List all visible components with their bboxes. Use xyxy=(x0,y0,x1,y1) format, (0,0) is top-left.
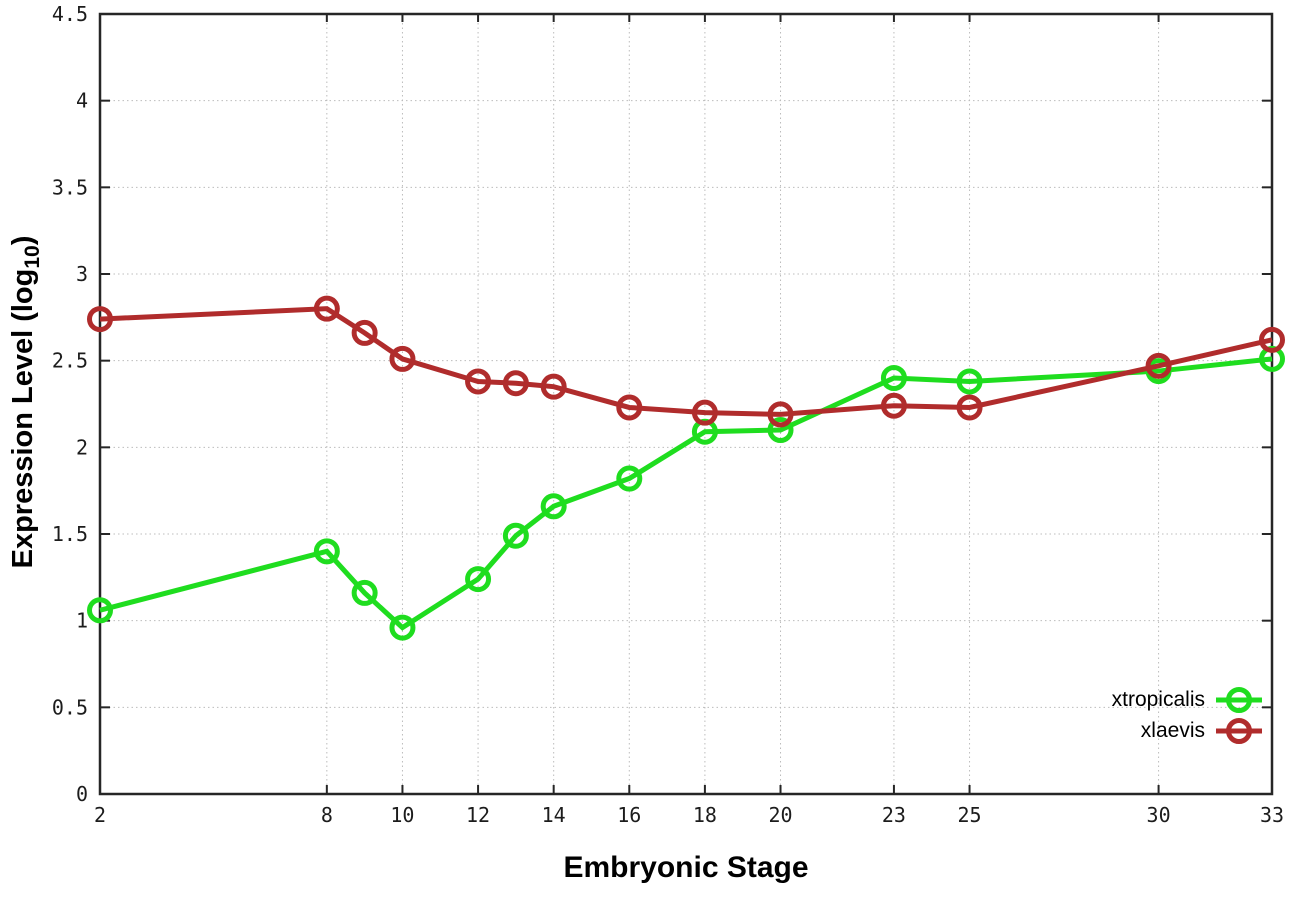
x-tick-label: 16 xyxy=(617,803,641,827)
xlaevis-line xyxy=(99,306,1273,417)
y-axis-title-subscript: 10 xyxy=(21,245,44,269)
xtropicalis-marker xyxy=(351,579,378,606)
x-tick-label: 14 xyxy=(542,803,566,827)
x-tick-label: 2 xyxy=(94,803,106,827)
xlaevis-marker xyxy=(767,401,794,428)
xtropicalis-marker xyxy=(540,493,567,520)
xtropicalis-marker xyxy=(616,465,643,492)
xlaevis-marker xyxy=(87,306,113,333)
legend: xtropicalis xlaevis xyxy=(1112,684,1264,746)
y-tick-label: 1.5 xyxy=(52,522,88,546)
x-axis-title: Embryonic Stage xyxy=(563,851,809,884)
y-tick-label: 2.5 xyxy=(52,349,88,373)
xtropicalis-marker xyxy=(956,368,983,395)
xlaevis-legend-marker-icon xyxy=(1216,717,1262,744)
y-axis-title-text: Expression Level (log xyxy=(7,268,39,569)
y-tick-label: 0 xyxy=(76,782,88,806)
xlaevis-marker xyxy=(540,373,567,400)
xtropicalis-marker xyxy=(502,522,529,549)
xlaevis-marker xyxy=(465,368,492,395)
xlaevis-marker xyxy=(691,399,718,426)
xlaevis-marker xyxy=(880,392,907,419)
xlaevis-marker xyxy=(313,295,340,322)
xtropicalis-line xyxy=(99,356,1273,631)
xlaevis-marker xyxy=(502,370,529,397)
xlaevis-marker xyxy=(616,394,643,421)
y-axis-title-suffix: ) xyxy=(7,235,39,246)
y-tick-label: 3.5 xyxy=(52,175,88,199)
xtropicalis-marker xyxy=(87,597,113,624)
xtropicalis-marker xyxy=(880,365,907,391)
x-tick-label: 8 xyxy=(321,803,333,827)
y-tick-label: 2 xyxy=(76,435,88,459)
x-tick-label: 12 xyxy=(466,803,490,827)
xtropicalis-marker xyxy=(389,614,416,641)
plot-border xyxy=(98,12,1274,796)
xtropicalis-marker xyxy=(465,566,492,593)
x-tick-label: 23 xyxy=(882,803,906,827)
x-tick-label: 10 xyxy=(390,803,414,827)
x-tick-label: 30 xyxy=(1147,803,1171,827)
legend-item-xtropicalis: xtropicalis xyxy=(1112,684,1264,715)
xtropicalis-legend-marker-icon xyxy=(1216,686,1262,713)
y-tick-label: 1 xyxy=(76,609,88,633)
x-tick-label: 20 xyxy=(768,803,792,827)
legend-item-xlaevis: xlaevis xyxy=(1112,715,1264,746)
x-tick-label: 18 xyxy=(693,803,717,827)
x-tick-label: 33 xyxy=(1260,803,1284,827)
y-tick-label: 4 xyxy=(76,89,88,113)
xlaevis-marker xyxy=(1259,326,1285,353)
xtropicalis-marker xyxy=(767,417,794,443)
x-tick-label: 25 xyxy=(958,803,982,827)
xlaevis-marker xyxy=(351,319,378,346)
xtropicalis-marker xyxy=(313,538,340,565)
legend-label-xlaevis: xlaevis xyxy=(1140,719,1205,742)
y-axis-title: Expression Level (log10) xyxy=(7,236,45,569)
legend-label-xtropicalis: xtropicalis xyxy=(1111,688,1205,711)
y-tick-label: 4.5 xyxy=(52,2,88,26)
y-tick-label: 3 xyxy=(76,262,88,286)
y-tick-label: 0.5 xyxy=(52,695,88,719)
xlaevis-marker xyxy=(1145,352,1172,379)
xlaevis-marker xyxy=(389,345,416,372)
xlaevis-marker xyxy=(956,394,983,421)
